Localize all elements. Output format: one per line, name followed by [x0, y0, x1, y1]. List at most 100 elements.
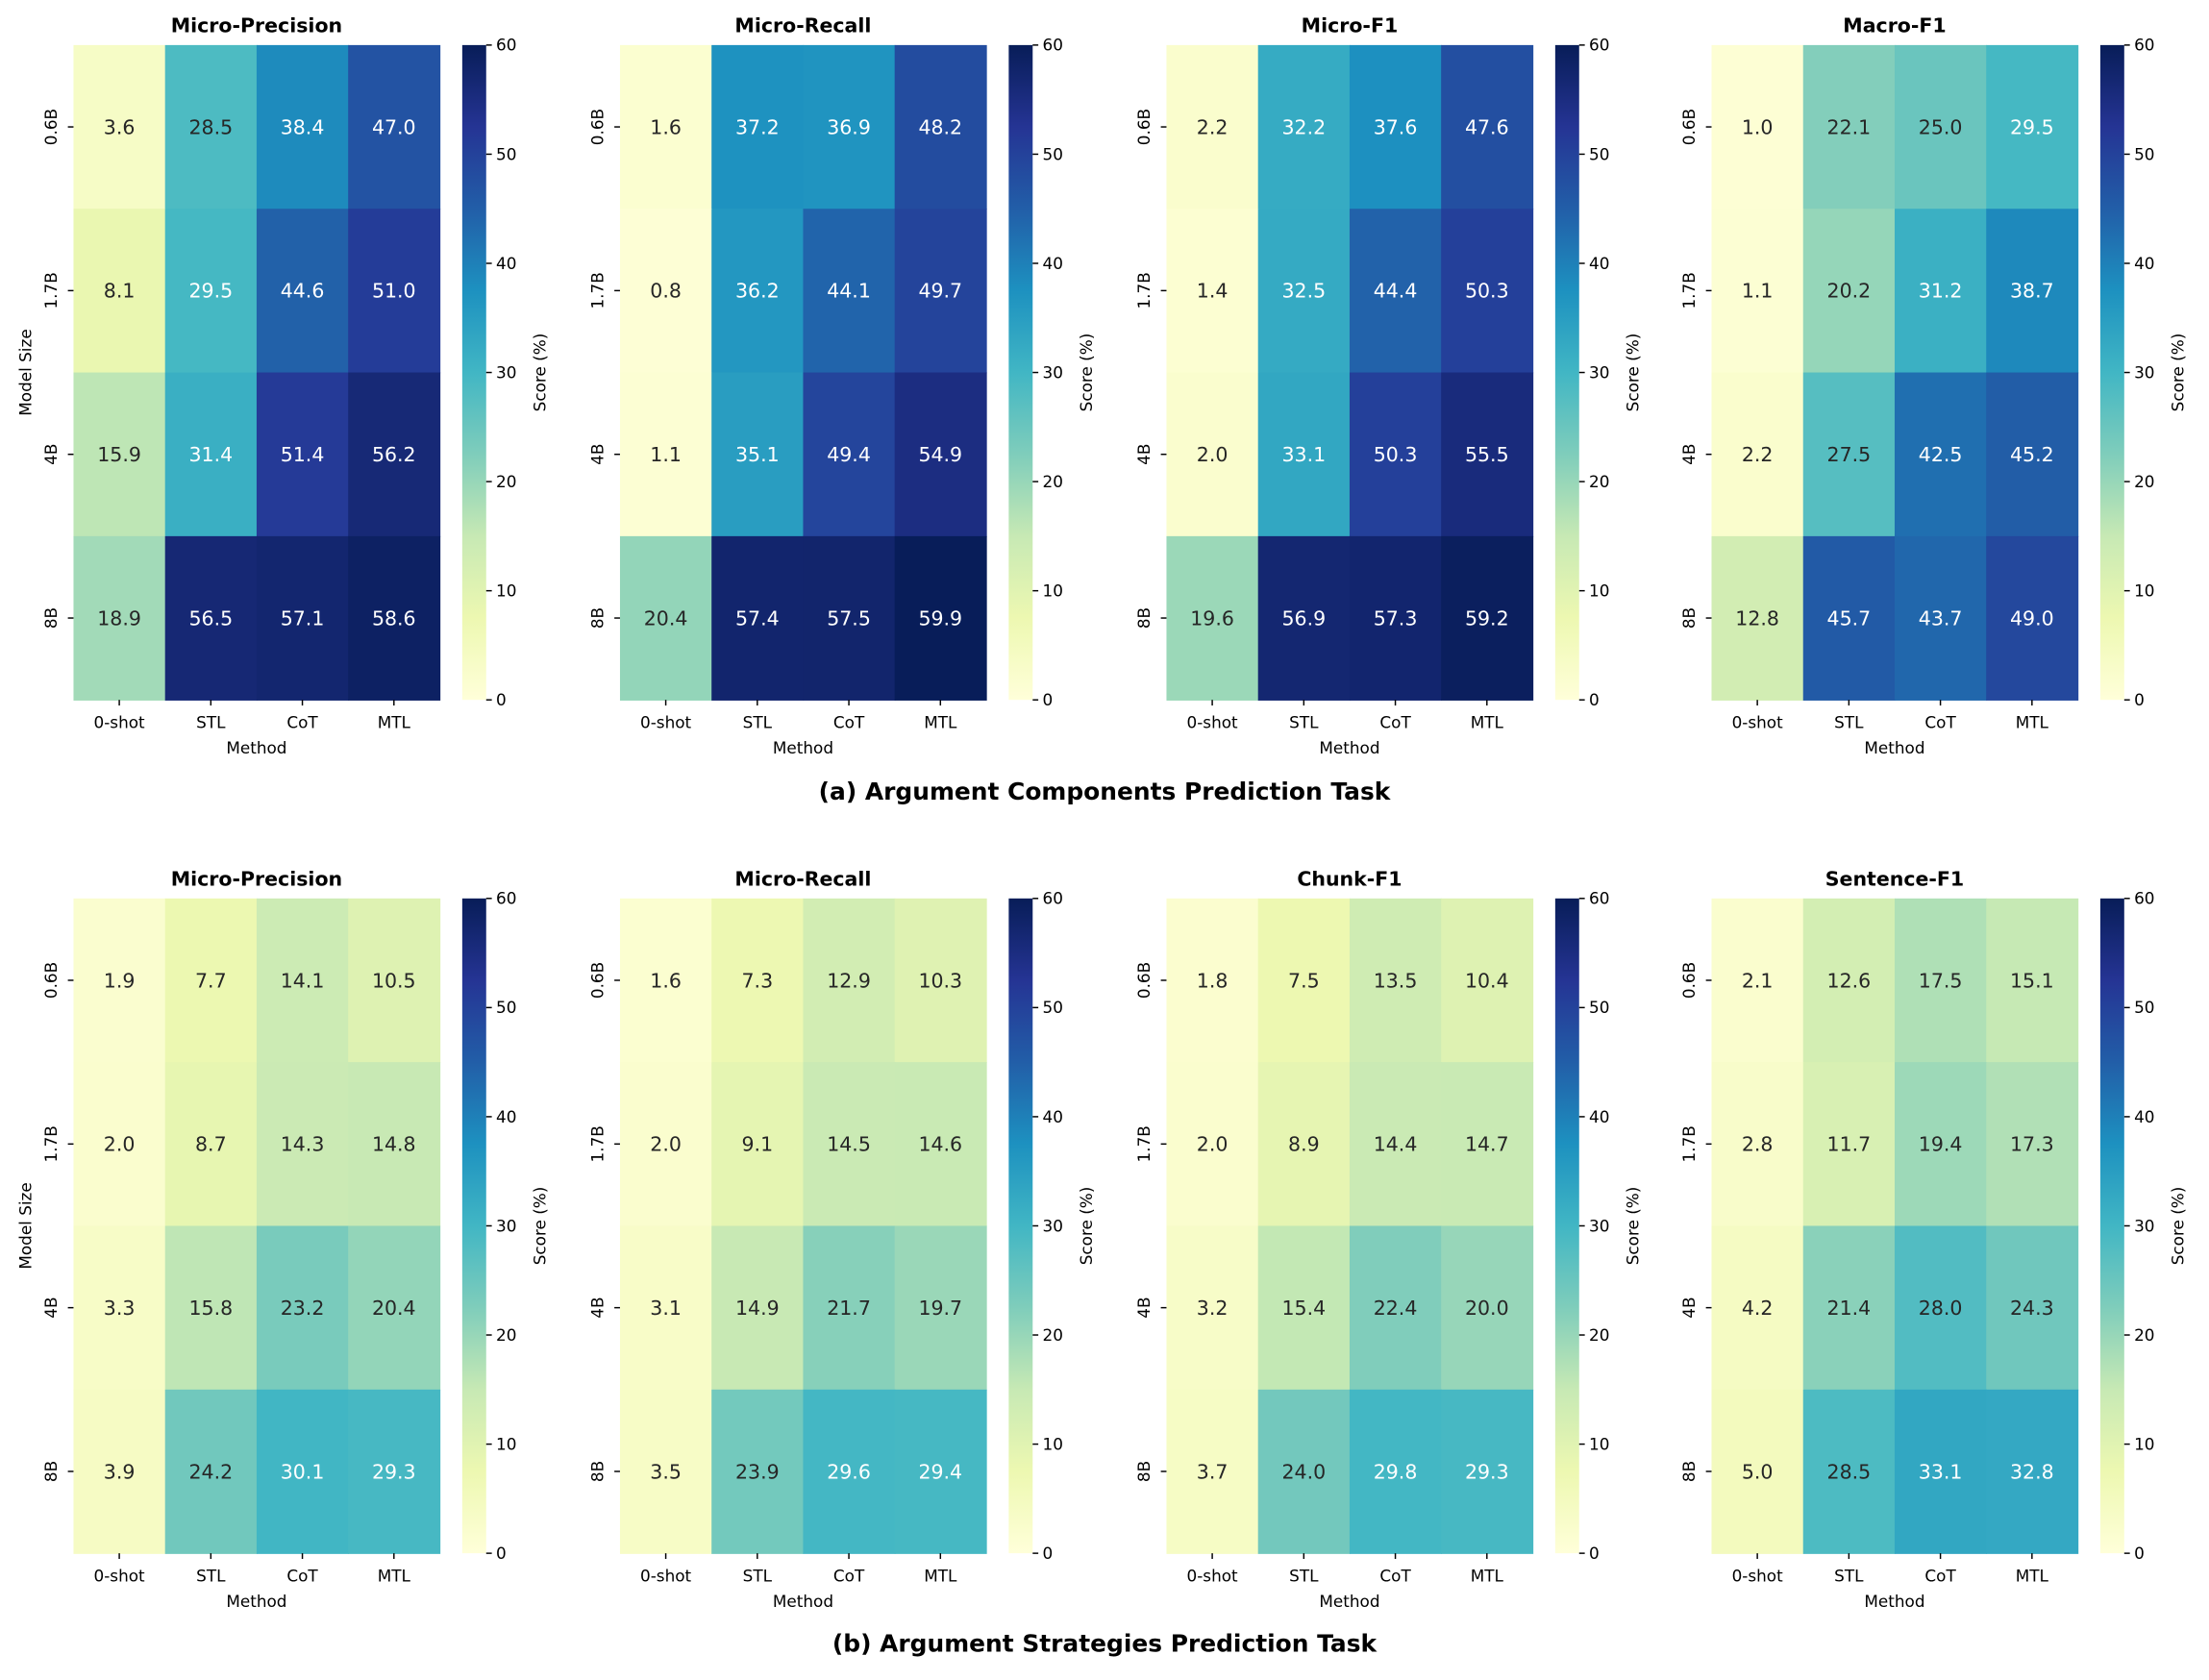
- cell-value: 19.4: [1919, 1133, 1963, 1156]
- cell-value: 0.8: [650, 280, 682, 303]
- x-tick-label: STL: [743, 713, 773, 732]
- cell-value: 3.5: [650, 1460, 682, 1483]
- heatmap-cell: [164, 898, 258, 1063]
- cell-value: 48.2: [918, 115, 962, 138]
- heatmap-cell: [803, 1389, 896, 1554]
- heatmap-cell: [1349, 372, 1442, 537]
- y-tick-label: 8B: [1679, 607, 1699, 629]
- heatmap-cell: [348, 209, 441, 374]
- y-tick-label: 1.7B: [1134, 272, 1154, 309]
- x-tick-label: CoT: [286, 1566, 318, 1585]
- colorbar-tick-label: 0: [1589, 690, 1600, 709]
- colorbar-tick-label: 0: [496, 690, 507, 709]
- y-tick-label: 8B: [587, 1461, 607, 1482]
- y-axis-label: Model Size: [16, 329, 36, 415]
- colorbar-tick-label: 40: [1589, 254, 1609, 273]
- x-tick-label: CoT: [1379, 713, 1411, 732]
- y-tick-label: 4B: [587, 1297, 607, 1319]
- heatmap-cell: [1802, 898, 1896, 1063]
- cell-value: 32.8: [2010, 1460, 2054, 1483]
- heatmap-cell: [1257, 372, 1351, 537]
- y-tick-label: 1.7B: [1679, 272, 1699, 309]
- heatmap-cell: [1349, 44, 1442, 210]
- cell-value: 23.2: [281, 1297, 325, 1320]
- y-tick-label: 8B: [1679, 1461, 1699, 1482]
- x-tick-label: MTL: [378, 1566, 411, 1585]
- cell-value: 38.4: [281, 115, 325, 138]
- cell-value: 18.9: [97, 606, 141, 630]
- cell-value: 5.0: [1742, 1460, 1774, 1483]
- cell-value: 14.8: [372, 1133, 416, 1156]
- cell-value: 3.2: [1197, 1297, 1229, 1320]
- panel-title: Micro-Precision: [171, 14, 342, 37]
- y-tick-label: 0.6B: [1134, 109, 1154, 145]
- colorbar-tick-label: 50: [1043, 144, 1063, 163]
- cell-value: 20.4: [644, 606, 688, 630]
- heatmap-cell: [1349, 209, 1442, 374]
- colorbar-label: Score (%): [1623, 1187, 1642, 1266]
- heatmap-cell: [619, 898, 712, 1063]
- heatmap-panel: Micro-Precision 3.6 28.5 38.4 47.0 8.1 29.5 44.…: [16, 14, 550, 757]
- x-tick-label: 0-shot: [1732, 713, 1784, 732]
- heatmap-cell: [73, 1225, 166, 1391]
- cell-value: 29.3: [1465, 1460, 1509, 1483]
- cell-value: 29.5: [188, 280, 233, 303]
- heatmap-cell: [1986, 535, 2079, 701]
- x-tick-label: MTL: [2016, 1566, 2049, 1585]
- heatmap-cell: [1894, 898, 1987, 1063]
- cell-value: 15.4: [1281, 1297, 1326, 1320]
- colorbar-label: Score (%): [2168, 1187, 2187, 1266]
- y-tick-label: 0.6B: [587, 962, 607, 999]
- colorbar-tick-label: 20: [1589, 472, 1609, 491]
- colorbar-label: Score (%): [2168, 334, 2187, 412]
- heatmap-cell: [894, 1225, 987, 1391]
- cell-value: 49.7: [918, 280, 962, 303]
- cell-value: 51.0: [372, 280, 416, 303]
- cell-value: 1.0: [1742, 115, 1774, 138]
- heatmap-cell: [711, 209, 805, 374]
- y-tick-label: 1.7B: [587, 1125, 607, 1162]
- heatmap-cell: [894, 209, 987, 374]
- panel-title: Micro-Recall: [734, 14, 871, 37]
- heatmap-cell: [348, 1225, 441, 1391]
- heatmap-cell: [1257, 209, 1351, 374]
- x-tick-label: STL: [743, 1566, 773, 1585]
- heatmap-cell: [894, 535, 987, 701]
- x-axis-label: Method: [773, 1592, 833, 1611]
- colorbar-tick-label: 40: [2134, 1107, 2154, 1126]
- heatmap-cell: [619, 44, 712, 210]
- x-tick-label: STL: [1834, 713, 1864, 732]
- heatmap-cell: [1894, 1389, 1987, 1554]
- cell-value: 3.1: [650, 1297, 682, 1320]
- colorbar-tick-label: 10: [2134, 581, 2154, 601]
- cell-value: 19.7: [918, 1297, 962, 1320]
- colorbar-tick-label: 40: [2134, 254, 2154, 273]
- heatmap-cell: [164, 209, 258, 374]
- y-tick-label: 4B: [1679, 1297, 1699, 1319]
- cell-value: 43.7: [1919, 606, 1963, 630]
- x-tick-label: 0-shot: [640, 713, 692, 732]
- heatmap-cell: [256, 209, 349, 374]
- colorbar-tick-label: 10: [1043, 581, 1063, 601]
- heatmap-cell: [1986, 44, 2079, 210]
- heatmap-cell: [1257, 535, 1351, 701]
- cell-value: 15.9: [97, 443, 141, 466]
- x-tick-label: CoT: [286, 713, 318, 732]
- heatmap-cell: [1166, 535, 1259, 701]
- cell-value: 49.4: [827, 443, 871, 466]
- cell-value: 20.2: [1827, 280, 1872, 303]
- y-tick-label: 8B: [41, 607, 61, 629]
- colorbar: [1554, 898, 1579, 1554]
- heatmap-cell: [164, 372, 258, 537]
- heatmap-cell: [73, 1062, 166, 1227]
- x-tick-label: CoT: [1924, 713, 1956, 732]
- heatmap-cell: [1166, 372, 1259, 537]
- heatmap-cell: [256, 1389, 349, 1554]
- heatmap-cell: [1349, 535, 1442, 701]
- cell-value: 51.4: [281, 443, 325, 466]
- colorbar-tick-label: 20: [496, 1325, 516, 1345]
- cell-value: 3.6: [104, 115, 136, 138]
- x-tick-label: 0-shot: [1732, 1566, 1784, 1585]
- x-axis-label: Method: [773, 738, 833, 757]
